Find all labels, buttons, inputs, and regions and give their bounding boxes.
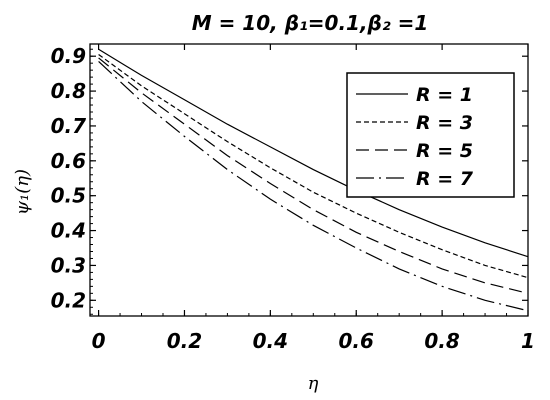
x-tick-label: 0.6 xyxy=(339,329,375,353)
plot-frame xyxy=(89,43,529,317)
series-line-r1 xyxy=(98,48,529,258)
series-lines xyxy=(98,48,529,312)
x-tick-label: 0.4 xyxy=(253,329,288,353)
series-line-r3 xyxy=(98,53,529,279)
legend-label: R = 5 xyxy=(416,140,473,162)
y-tick-label: 0.6 xyxy=(51,149,87,173)
chart-title: M = 10, β₁=0.1,β₂ =1 xyxy=(192,11,429,35)
x-tick-label: 0 xyxy=(92,329,106,353)
y-tick-label: 0.3 xyxy=(51,253,86,277)
legend: R = 1 R = 3 R = 5 R = 7 xyxy=(346,72,515,198)
legend-label: R = 7 xyxy=(416,168,474,190)
y-tick-labels: 0.2 0.3 0.4 0.5 0.6 0.7 0.8 0.9 xyxy=(51,44,87,312)
x-tick-label: 0.2 xyxy=(167,329,202,353)
y-tick-label: 0.2 xyxy=(51,288,86,312)
y-tick-label: 0.8 xyxy=(51,79,87,103)
x-axis-label: η xyxy=(308,373,319,394)
y-tick-label: 0.5 xyxy=(51,184,86,208)
x-tick-label: 0.8 xyxy=(424,329,460,353)
x-tick-labels: 0 0.2 0.4 0.6 0.8 1 xyxy=(92,329,535,353)
series-line-r7 xyxy=(98,61,529,312)
legend-label: R = 1 xyxy=(416,84,473,106)
y-tick-label: 0.7 xyxy=(51,114,87,138)
legend-label: R = 3 xyxy=(416,112,473,134)
y-tick-label: 0.9 xyxy=(51,44,87,68)
x-tick-label: 1 xyxy=(521,329,535,353)
y-axis-label: ψ₁(η) xyxy=(12,169,33,215)
series-line-r5 xyxy=(98,57,529,294)
axis-ticks xyxy=(90,44,529,316)
y-tick-label: 0.4 xyxy=(51,219,86,243)
